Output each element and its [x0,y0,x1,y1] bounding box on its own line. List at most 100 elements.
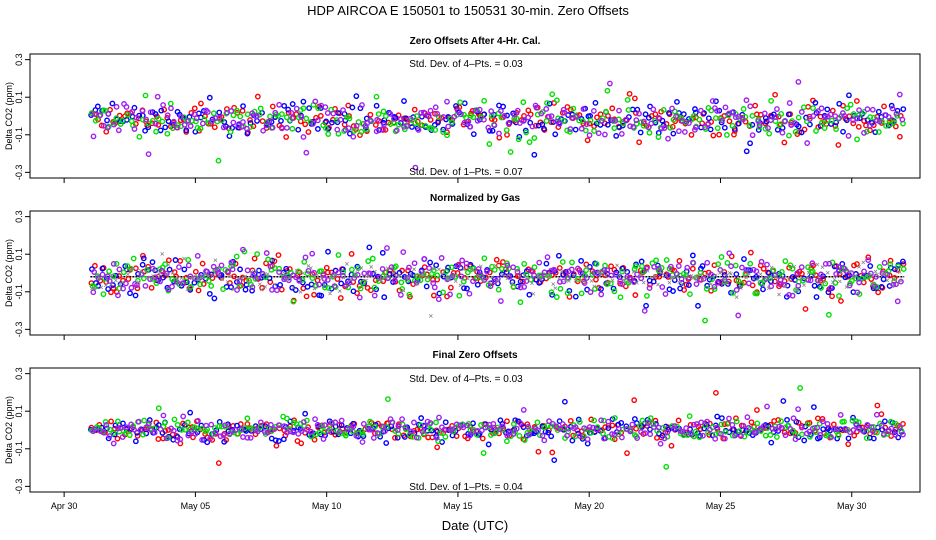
data-point-gray [415,281,419,286]
data-point-blue [578,257,585,264]
data-point-green [730,290,736,296]
data-point-gray [837,279,842,284]
panel-2-marks [88,244,907,324]
data-point-green [520,99,527,106]
data-point-purple [705,121,711,128]
data-point-gray [897,270,902,275]
data-point-blue [381,294,388,301]
data-point-green [351,128,358,134]
data-point-green [692,428,699,435]
data-point-green [227,129,234,135]
data-point-blue [714,413,721,420]
data-point-gray [432,266,436,271]
data-point-red [215,460,222,467]
data-point-purple [567,126,574,132]
data-point-green [702,317,708,324]
data-point-green [452,273,459,280]
data-point-blue [272,437,279,444]
data-point-red [835,142,842,148]
data-point-gray [282,271,287,276]
data-point-green [113,115,120,122]
data-point-purple [645,420,651,426]
data-point-green [433,419,439,426]
data-point-purple [470,278,476,285]
data-point-red [493,256,500,263]
data-point-green [778,269,785,275]
data-point-green [130,255,137,262]
data-point-blue [659,117,666,124]
data-point-purple [236,278,243,285]
data-point-gray [341,275,346,280]
data-point-purple [413,434,420,441]
data-point-blue [531,151,538,158]
data-point-purple [185,262,192,269]
data-point-gray [285,277,290,282]
data-point-blue [187,409,194,416]
data-point-gray [372,269,377,274]
data-point-purple [185,117,192,124]
data-point-purple [779,129,786,136]
data-point-green [895,263,902,270]
data-point-purple [890,281,897,288]
data-point-purple [337,428,343,435]
data-point-purple [478,427,485,434]
data-point-purple [806,116,813,122]
data-point-purple [391,115,397,122]
data-point-gray [461,267,466,272]
data-point-green [724,260,731,266]
data-point-red [191,105,198,112]
data-point-purple [412,164,419,171]
data-point-red [633,425,640,432]
data-point-purple [192,431,199,437]
data-point-purple [786,100,793,106]
data-point-green [481,255,488,262]
data-point-green [754,290,760,297]
data-point-blue [485,441,492,448]
data-point-green [456,292,463,299]
data-point-gray [645,268,650,273]
data-point-purple [110,440,117,447]
data-point-purple [510,431,517,437]
data-point-gray [623,270,628,275]
data-point-purple [657,440,664,447]
data-point-green [120,269,127,276]
panel-3-y-axis: -0.3 -0.1 0.1 0.3 [14,367,30,494]
data-point-gray [466,276,470,281]
data-point-blue [670,288,676,294]
data-point-purple [261,429,268,435]
data-point-purple [609,117,616,123]
data-point-purple [499,423,506,430]
data-point-purple [504,262,511,269]
data-point-green [220,286,227,292]
data-point-purple [636,110,642,117]
data-point-green [279,111,285,117]
data-point-green [495,286,502,293]
data-point-gray [783,284,787,288]
panel-3-annotation-top: Std. Dev. of 4–Pts. = 0.03 [409,374,523,385]
data-point-green [660,106,667,113]
data-point-purple [497,108,504,114]
data-point-blue [548,433,555,440]
data-point-gray [777,292,781,297]
data-point-purple [312,416,318,423]
data-point-blue [329,119,335,126]
data-point-blue [689,252,696,259]
data-point-green [440,289,446,296]
data-point-purple [726,110,732,117]
data-point-purple [795,282,802,289]
data-point-purple [601,131,608,138]
data-point-purple [629,421,636,428]
data-point-blue [346,130,353,137]
data-point-green [696,116,703,123]
data-point-gray [723,273,728,277]
data-point-purple [249,110,256,117]
data-point-purple [232,427,239,433]
data-point-gray [506,273,511,277]
data-point-purple [176,264,182,271]
data-point-green [102,107,109,114]
data-point-purple [590,107,597,114]
data-point-purple [704,418,710,425]
data-point-purple [391,277,398,284]
data-point-purple [586,424,593,430]
data-point-purple [440,114,447,120]
